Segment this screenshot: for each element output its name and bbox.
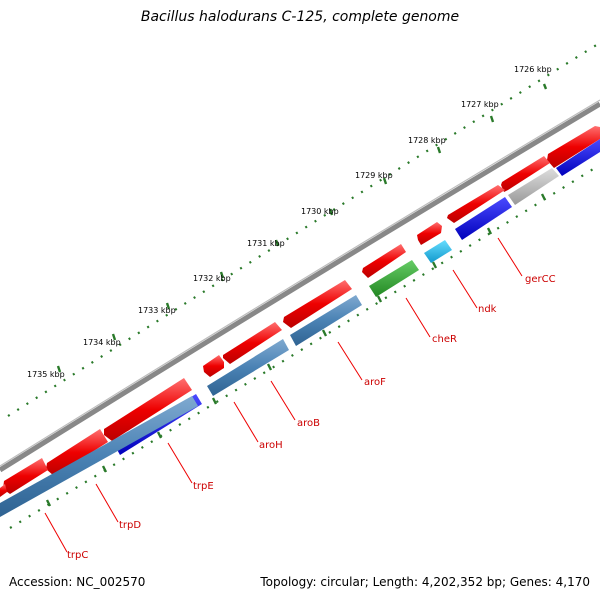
kbp-label: 1732 kbp (193, 274, 231, 283)
gene-arrow-forward (283, 280, 352, 328)
kbp-label: 1726 kbp (514, 65, 552, 74)
kbp-label: 1730 kbp (301, 207, 339, 216)
gene-arrow-forward (547, 126, 600, 168)
map-title: Bacillus halodurans C-125, complete geno… (140, 9, 460, 25)
gene-arrow-forward (417, 222, 442, 245)
outer-ruler-major-ticks (56, 83, 548, 373)
gene-arrow-forward (46, 429, 108, 476)
kbp-label: 1734 kbp (83, 338, 121, 347)
outer-ruler-dots (7, 43, 599, 417)
gene-label-ndk[interactable]: ndk (478, 304, 497, 315)
inner-ruler-dots (9, 165, 599, 529)
gene-arrow-forward (203, 355, 224, 377)
accession-text: Accession: NC_002570 (9, 575, 146, 589)
inner-ruler-major-ticks (45, 193, 547, 507)
gene-block-reverse (0, 396, 198, 517)
kbp-labels: 1726 kbp 1727 kbp 1728 kbp 1729 kbp 1730… (27, 65, 552, 379)
gene-block-reverse (556, 139, 600, 176)
reverse-strand-genes (0, 139, 600, 517)
genome-backbone (0, 101, 600, 473)
gene-block-reverse (455, 197, 512, 240)
forward-strand-genes (0, 126, 600, 497)
gene-arrow-forward (501, 156, 550, 192)
gene-block-reverse (290, 295, 362, 346)
gene-block-reverse (207, 339, 289, 396)
gene-label-cher[interactable]: cheR (432, 334, 457, 345)
gene-label-leaders (44, 237, 523, 553)
kbp-label: 1733 kbp (138, 306, 176, 315)
kbp-label: 1735 kbp (27, 370, 65, 379)
gene-label-trpc[interactable]: trpC (67, 550, 88, 561)
gene-arrow-forward (104, 378, 192, 441)
gene-block-reverse (424, 240, 452, 263)
gene-label-arob[interactable]: aroB (297, 418, 320, 429)
gene-block-reverse (508, 168, 559, 205)
kbp-label: 1731 kbp (247, 239, 285, 248)
kbp-label: 1727 kbp (461, 100, 499, 109)
gene-label-trpd[interactable]: trpD (119, 520, 141, 531)
gene-arrow-forward (0, 484, 7, 497)
gene-arrow-forward (447, 185, 505, 223)
gene-arrow-forward (223, 322, 282, 364)
kbp-label: 1728 kbp (408, 136, 446, 145)
gene-label-aroh[interactable]: aroH (259, 440, 283, 451)
kbp-label: 1729 kbp (355, 171, 393, 180)
gene-arrow-forward (362, 244, 406, 278)
gene-label-trpe[interactable]: trpE (193, 481, 214, 492)
gene-block-reverse (369, 260, 419, 297)
gene-label-gercc[interactable]: gerCC (525, 274, 556, 285)
topology-text: Topology: circular; Length: 4,202,352 bp… (260, 575, 590, 589)
gene-arrow-forward (3, 458, 48, 494)
gene-label-arof[interactable]: aroF (364, 377, 386, 388)
gene-labels: gerCC ndk cheR aroF aroB aroH trpE trpD … (67, 274, 556, 561)
